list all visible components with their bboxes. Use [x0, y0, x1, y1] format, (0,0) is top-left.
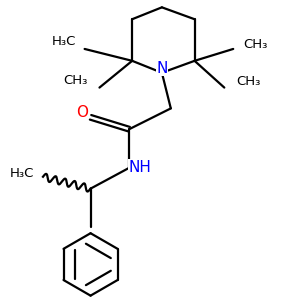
- Text: CH₃: CH₃: [236, 75, 261, 88]
- Text: H₃C: H₃C: [51, 35, 76, 48]
- Text: NH: NH: [128, 160, 151, 175]
- Text: H₃C: H₃C: [10, 167, 34, 180]
- Text: O: O: [76, 105, 88, 120]
- Text: N: N: [156, 61, 168, 76]
- Text: CH₃: CH₃: [63, 74, 88, 87]
- Text: CH₃: CH₃: [244, 38, 268, 51]
